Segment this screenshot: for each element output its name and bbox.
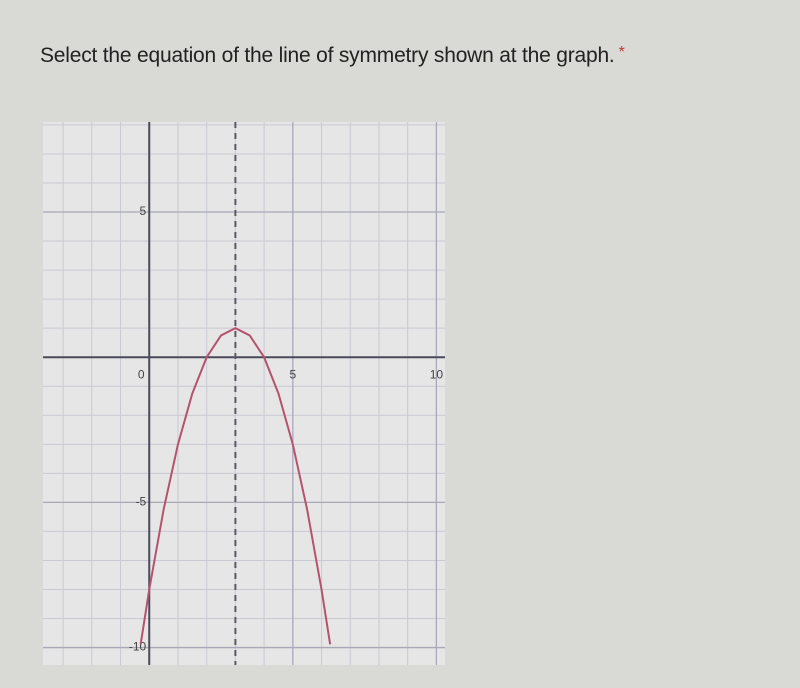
x-tick-label: 10 xyxy=(430,367,444,381)
plot-area xyxy=(43,122,445,665)
x-tick-label: 5 xyxy=(289,367,296,381)
curve xyxy=(139,327,332,645)
x-tick-label: 0 xyxy=(138,367,145,381)
required-mark: * xyxy=(618,44,625,61)
y-tick-label: 5 xyxy=(140,204,147,218)
y-tick-label: -5 xyxy=(136,495,147,509)
question-text: Select the equation of the line of symme… xyxy=(40,44,615,67)
y-tick-label: -10 xyxy=(129,640,147,654)
question: Select the equation of the line of symme… xyxy=(40,44,625,68)
